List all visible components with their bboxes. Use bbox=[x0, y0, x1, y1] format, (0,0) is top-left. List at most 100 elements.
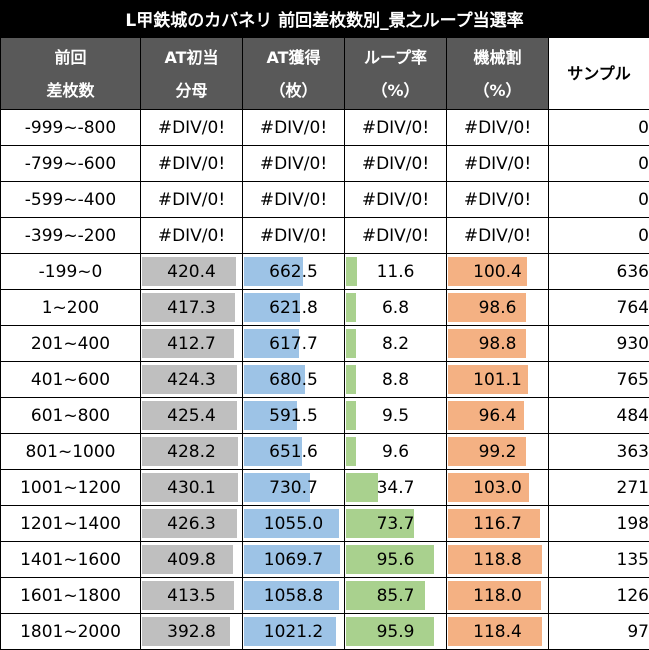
header-loop-rate: ループ率 （%） bbox=[345, 38, 447, 110]
cell-payout: 99.2 bbox=[447, 434, 549, 470]
cell-value: 100.4 bbox=[447, 255, 548, 289]
cell-value: 680.5 bbox=[243, 363, 344, 397]
header-at-gain-line2: （枚） bbox=[269, 81, 317, 100]
cell-payout: 98.8 bbox=[447, 326, 549, 362]
cell-at-denom: 392.8 bbox=[141, 614, 243, 650]
cell-at-denom: 424.3 bbox=[141, 362, 243, 398]
header-payout-line1: 機械割 bbox=[473, 48, 521, 67]
cell-at-denom: #DIV/0! bbox=[141, 218, 243, 254]
cell-value: 98.8 bbox=[447, 327, 548, 361]
cell-sample: 97 bbox=[549, 614, 649, 650]
row-label-diff-coins: -799~-600 bbox=[1, 146, 141, 182]
cell-value: 98.6 bbox=[447, 291, 548, 325]
cell-loop: 85.7 bbox=[345, 578, 447, 614]
cell-at-denom: 412.7 bbox=[141, 326, 243, 362]
cell-value: 116.7 bbox=[447, 507, 548, 541]
table-row: -799~-600#DIV/0!#DIV/0!#DIV/0!#DIV/0!0 bbox=[1, 146, 649, 182]
cell-at-gain: #DIV/0! bbox=[243, 218, 345, 254]
cell-value: 96.4 bbox=[447, 399, 548, 433]
cell-at-gain: 1058.8 bbox=[243, 578, 345, 614]
cell-payout: #DIV/0! bbox=[447, 182, 549, 218]
cell-value: 118.4 bbox=[447, 615, 548, 649]
cell-at-gain: 651.6 bbox=[243, 434, 345, 470]
cell-loop: #DIV/0! bbox=[345, 146, 447, 182]
header-at-gain-line1: AT獲得 bbox=[266, 48, 320, 67]
cell-payout: #DIV/0! bbox=[447, 218, 549, 254]
cell-value: 95.6 bbox=[345, 543, 446, 577]
cell-at-denom: 428.2 bbox=[141, 434, 243, 470]
cell-at-denom: 420.4 bbox=[141, 254, 243, 290]
header-payout: 機械割 （%） bbox=[447, 38, 549, 110]
cell-value: 1055.0 bbox=[243, 507, 344, 541]
header-loop-rate-line2: （%） bbox=[371, 81, 419, 100]
cell-value: 420.4 bbox=[141, 255, 242, 289]
header-at-denom: AT初当 分母 bbox=[141, 38, 243, 110]
cell-value: 8.8 bbox=[345, 363, 446, 397]
cell-at-gain: 1055.0 bbox=[243, 506, 345, 542]
header-diff-coins: 前回 差枚数 bbox=[1, 38, 141, 110]
cell-sample: 0 bbox=[549, 218, 649, 254]
cell-value: 662.5 bbox=[243, 255, 344, 289]
row-label-diff-coins: -999~-800 bbox=[1, 110, 141, 146]
cell-loop: 11.6 bbox=[345, 254, 447, 290]
cell-at-gain: 662.5 bbox=[243, 254, 345, 290]
cell-value: 101.1 bbox=[447, 363, 548, 397]
cell-at-gain: 730.7 bbox=[243, 470, 345, 506]
header-loop-rate-line1: ループ率 bbox=[364, 48, 427, 67]
cell-sample: 126 bbox=[549, 578, 649, 614]
cell-value: 409.8 bbox=[141, 543, 242, 577]
header-at-denom-line2: 分母 bbox=[175, 81, 207, 100]
cell-loop: 34.7 bbox=[345, 470, 447, 506]
row-label-diff-coins: 601~800 bbox=[1, 398, 141, 434]
cell-value: 118.0 bbox=[447, 579, 548, 613]
header-diff-coins-line2: 差枚数 bbox=[46, 81, 94, 100]
row-label-diff-coins: 1801~2000 bbox=[1, 614, 141, 650]
cell-loop: 8.2 bbox=[345, 326, 447, 362]
cell-loop: 9.5 bbox=[345, 398, 447, 434]
cell-value: 417.3 bbox=[141, 291, 242, 325]
cell-at-gain: 1069.7 bbox=[243, 542, 345, 578]
row-label-diff-coins: 1~200 bbox=[1, 290, 141, 326]
cell-sample: 765 bbox=[549, 362, 649, 398]
cell-sample: 271 bbox=[549, 470, 649, 506]
row-label-diff-coins: -599~-400 bbox=[1, 182, 141, 218]
cell-at-gain: #DIV/0! bbox=[243, 110, 345, 146]
cell-loop: 8.8 bbox=[345, 362, 447, 398]
cell-loop: #DIV/0! bbox=[345, 182, 447, 218]
cell-value: 621.8 bbox=[243, 291, 344, 325]
cell-at-denom: 426.3 bbox=[141, 506, 243, 542]
cell-value: 392.8 bbox=[141, 615, 242, 649]
cell-payout: #DIV/0! bbox=[447, 110, 549, 146]
table-row: -399~-200#DIV/0!#DIV/0!#DIV/0!#DIV/0!0 bbox=[1, 218, 649, 254]
cell-sample: 484 bbox=[549, 398, 649, 434]
row-label-diff-coins: 401~600 bbox=[1, 362, 141, 398]
cell-payout: 103.0 bbox=[447, 470, 549, 506]
cell-value: 118.8 bbox=[447, 543, 548, 577]
cell-at-gain: 680.5 bbox=[243, 362, 345, 398]
header-sample-line1: サンプル bbox=[567, 64, 631, 83]
cell-value: 425.4 bbox=[141, 399, 242, 433]
row-label-diff-coins: 1201~1400 bbox=[1, 506, 141, 542]
cell-value: 651.6 bbox=[243, 435, 344, 469]
cell-at-denom: #DIV/0! bbox=[141, 146, 243, 182]
cell-payout: #DIV/0! bbox=[447, 146, 549, 182]
cell-payout: 96.4 bbox=[447, 398, 549, 434]
cell-value: 430.1 bbox=[141, 471, 242, 505]
cell-at-gain: 1021.2 bbox=[243, 614, 345, 650]
cell-at-gain: #DIV/0! bbox=[243, 146, 345, 182]
cell-at-denom: 425.4 bbox=[141, 398, 243, 434]
cell-payout: 98.6 bbox=[447, 290, 549, 326]
cell-loop: 9.6 bbox=[345, 434, 447, 470]
cell-loop: #DIV/0! bbox=[345, 218, 447, 254]
cell-sample: 0 bbox=[549, 146, 649, 182]
cell-at-denom: 430.1 bbox=[141, 470, 243, 506]
cell-payout: 101.1 bbox=[447, 362, 549, 398]
header-at-denom-line1: AT初当 bbox=[164, 48, 218, 67]
